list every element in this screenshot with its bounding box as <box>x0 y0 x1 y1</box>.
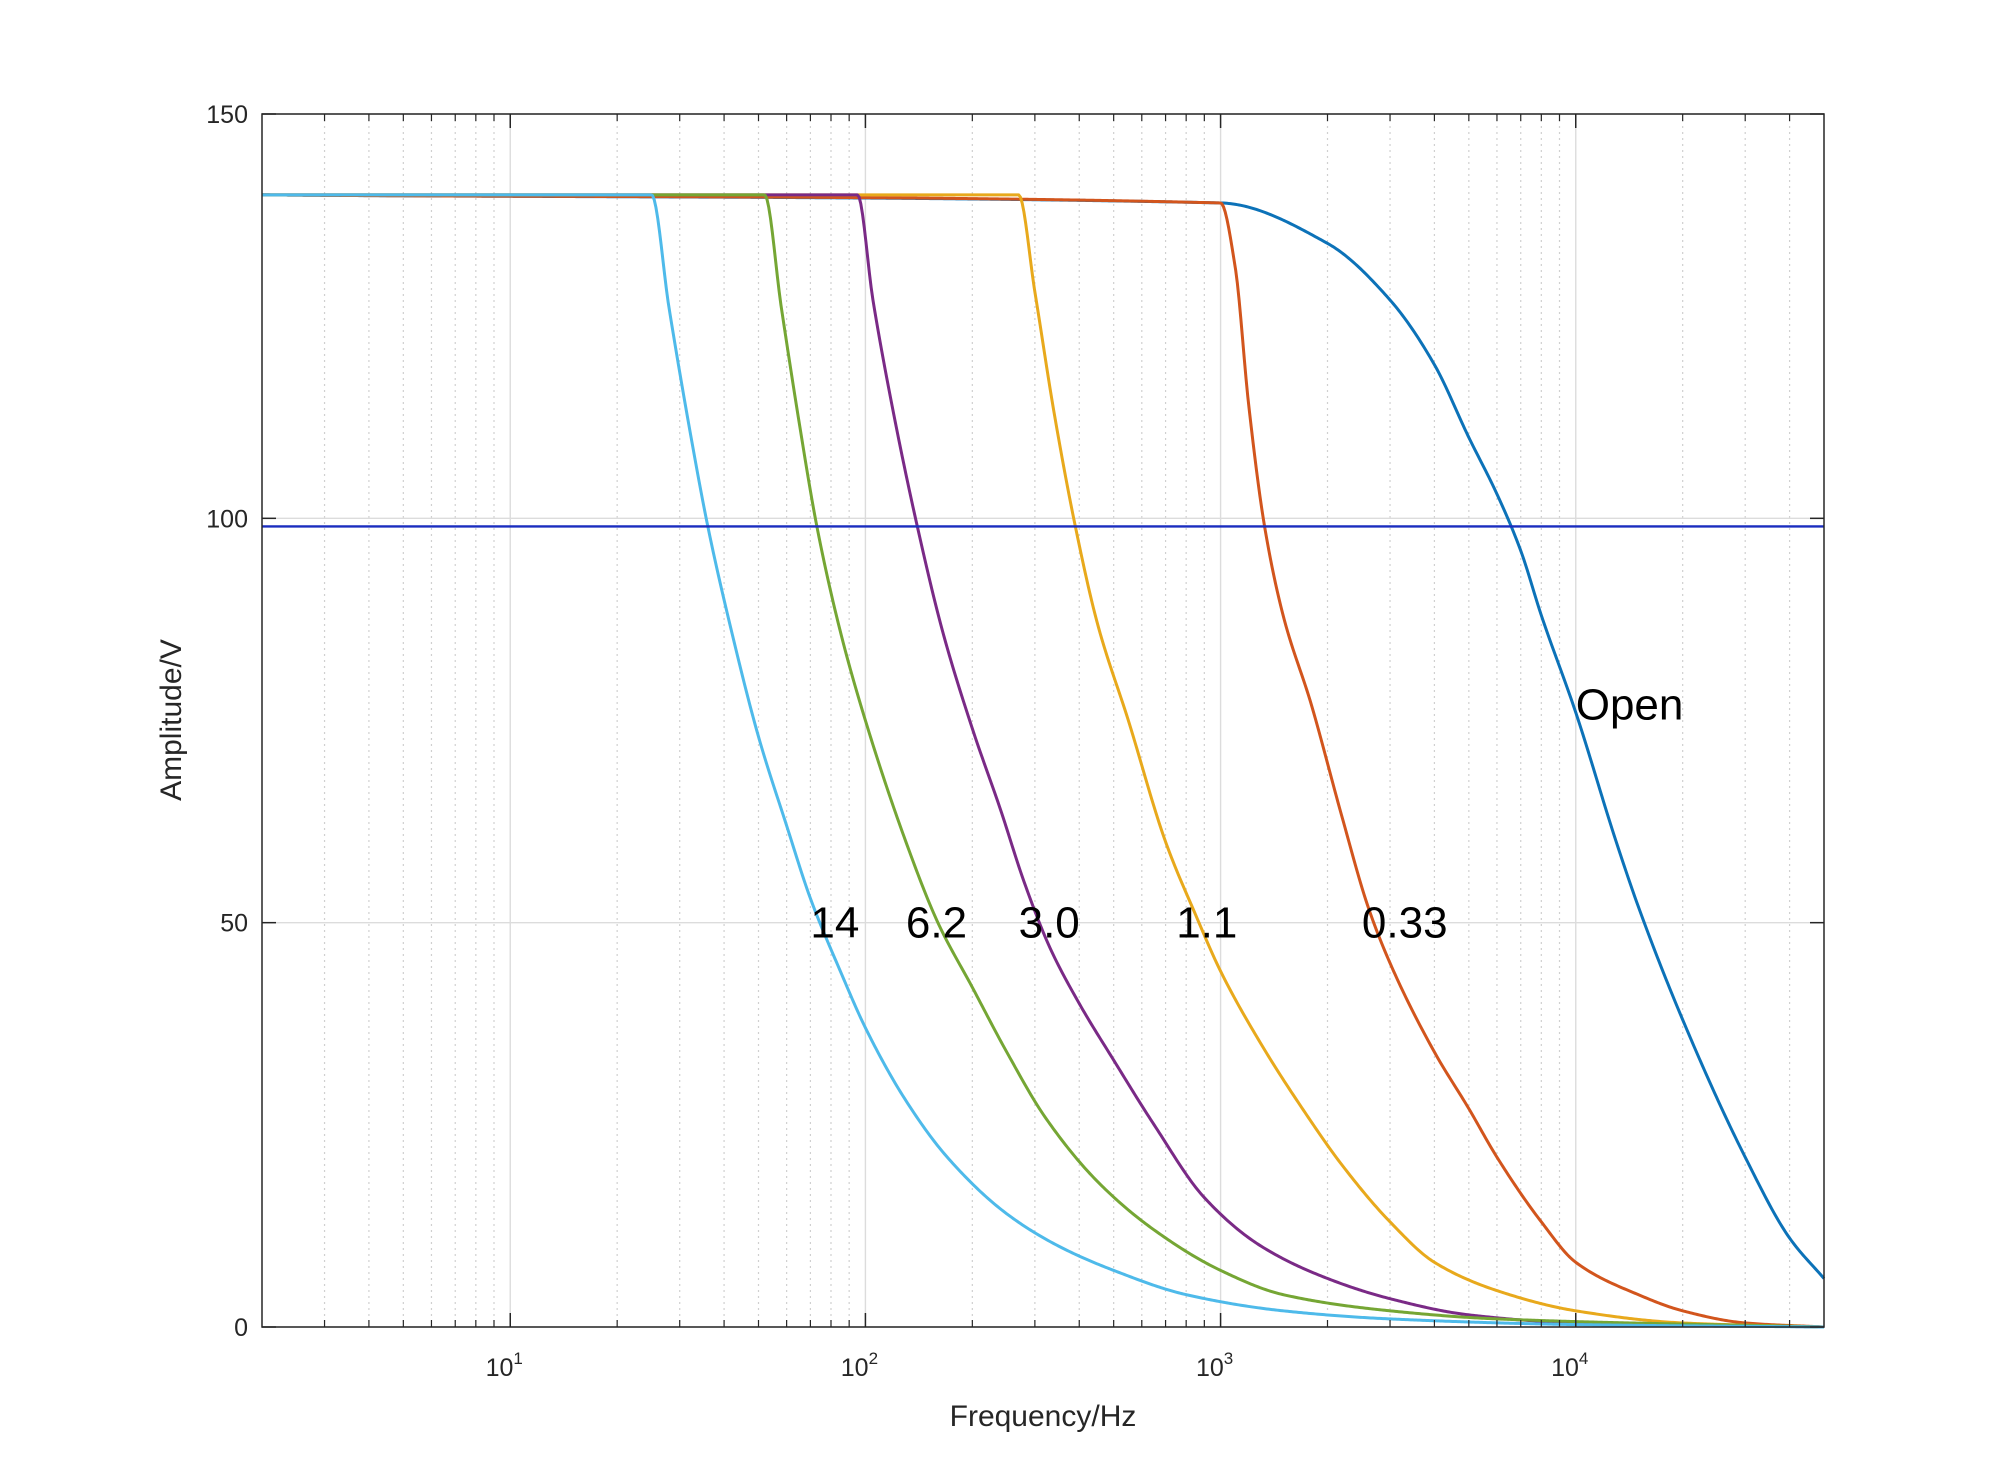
y-tick-label: 100 <box>206 505 248 533</box>
annotation-label: 0.33 <box>1362 899 1448 948</box>
plot-frame <box>261 113 1825 1328</box>
x-tick-exponent: 2 <box>869 1349 878 1368</box>
annotation-label: 3.0 <box>1019 899 1080 948</box>
annotation-label: 1.1 <box>1176 899 1237 948</box>
y-tick-labels: 0 50 100 150 <box>206 101 248 1342</box>
x-tick-base: 10 <box>1196 1354 1224 1382</box>
annotation-label: 6.2 <box>906 899 967 948</box>
axis-ticks <box>262 113 1824 1328</box>
annotation-label: 14 <box>810 899 859 948</box>
x-tick-label: 102 <box>841 1349 878 1382</box>
x-tick-base: 10 <box>1551 1354 1579 1382</box>
x-axis-label: Frequency/Hz <box>950 1400 1137 1433</box>
y-tick-label: 150 <box>206 101 248 129</box>
x-tick-label: 103 <box>1196 1349 1233 1382</box>
annotation-label: Open <box>1576 680 1684 729</box>
x-tick-exponent: 1 <box>513 1349 522 1368</box>
x-tick-base: 10 <box>486 1354 514 1382</box>
y-axis-label: Amplitude/V <box>155 639 188 801</box>
x-tick-label: 101 <box>486 1349 523 1382</box>
curve-annotations: Open 0.33 1.1 3.0 6.2 14 <box>810 680 1683 947</box>
x-tick-labels: 101 102 103 104 <box>486 1349 1589 1382</box>
x-tick-label: 104 <box>1551 1349 1588 1382</box>
x-tick-exponent: 4 <box>1579 1349 1588 1368</box>
minor-grid <box>323 114 1791 1327</box>
plot-area <box>262 114 1824 1327</box>
x-tick-exponent: 3 <box>1224 1349 1233 1368</box>
series-layer <box>261 193 1826 1329</box>
y-tick-label: 0 <box>234 1314 248 1342</box>
y-tick-label: 50 <box>220 910 248 938</box>
x-tick-base: 10 <box>841 1354 869 1382</box>
series-line-14 <box>262 193 1825 1329</box>
